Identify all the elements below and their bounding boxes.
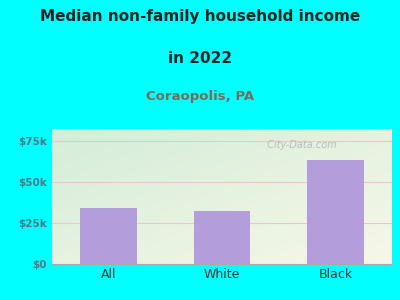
- Text: Coraopolis, PA: Coraopolis, PA: [146, 90, 254, 103]
- Bar: [307, 160, 364, 264]
- Bar: [80, 208, 137, 264]
- Text: Median non-family household income: Median non-family household income: [40, 9, 360, 24]
- Bar: [194, 211, 250, 264]
- Text: in 2022: in 2022: [168, 51, 232, 66]
- Text: City-Data.com: City-Data.com: [264, 140, 336, 150]
